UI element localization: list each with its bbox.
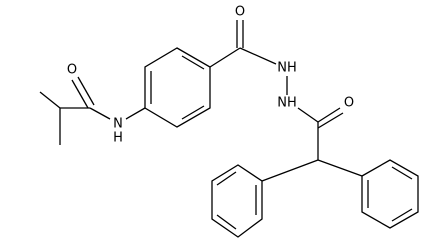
bond — [89, 107, 111, 120]
atom-label: H — [113, 131, 123, 146]
ring-double-bond — [216, 171, 237, 186]
carbonyl-bond — [77, 76, 95, 106]
carbonyl-bond — [71, 79, 89, 109]
bond — [297, 107, 319, 123]
atom-label: N — [113, 117, 123, 132]
ring-double-bond — [181, 105, 205, 120]
ring-double-bond — [391, 208, 413, 222]
ring-double-bond — [391, 166, 413, 180]
bond — [125, 107, 146, 120]
benzene-ring — [144, 47, 211, 128]
carbonyl-bond — [317, 112, 344, 129]
carbonyl-bond — [317, 107, 341, 123]
bond — [239, 47, 277, 65]
atom-label: NH — [277, 61, 297, 76]
atom-label: O — [235, 5, 245, 20]
bond — [261, 159, 319, 182]
bond — [209, 47, 241, 68]
atom-labels: O NH NH O O N H — [67, 5, 354, 146]
atom-label: NH — [277, 96, 297, 111]
atom-label: O — [67, 63, 77, 78]
bond — [317, 159, 363, 177]
bonds — [39, 20, 419, 238]
atom-label: O — [344, 96, 354, 111]
phenyl-ring — [361, 159, 419, 229]
phenyl-ring — [211, 164, 263, 238]
ring-double-bond — [216, 214, 237, 230]
ring-double-bond — [181, 55, 205, 70]
bond — [39, 91, 61, 109]
